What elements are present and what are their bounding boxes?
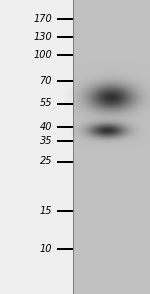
Text: 70: 70 [39, 76, 52, 86]
Text: 10: 10 [39, 243, 52, 253]
Text: 130: 130 [33, 31, 52, 41]
Text: 100: 100 [33, 49, 52, 59]
Text: 40: 40 [39, 121, 52, 131]
Text: 170: 170 [33, 14, 52, 24]
Text: 55: 55 [39, 98, 52, 108]
Text: 25: 25 [39, 156, 52, 166]
Text: 15: 15 [39, 206, 52, 216]
Text: 35: 35 [39, 136, 52, 146]
